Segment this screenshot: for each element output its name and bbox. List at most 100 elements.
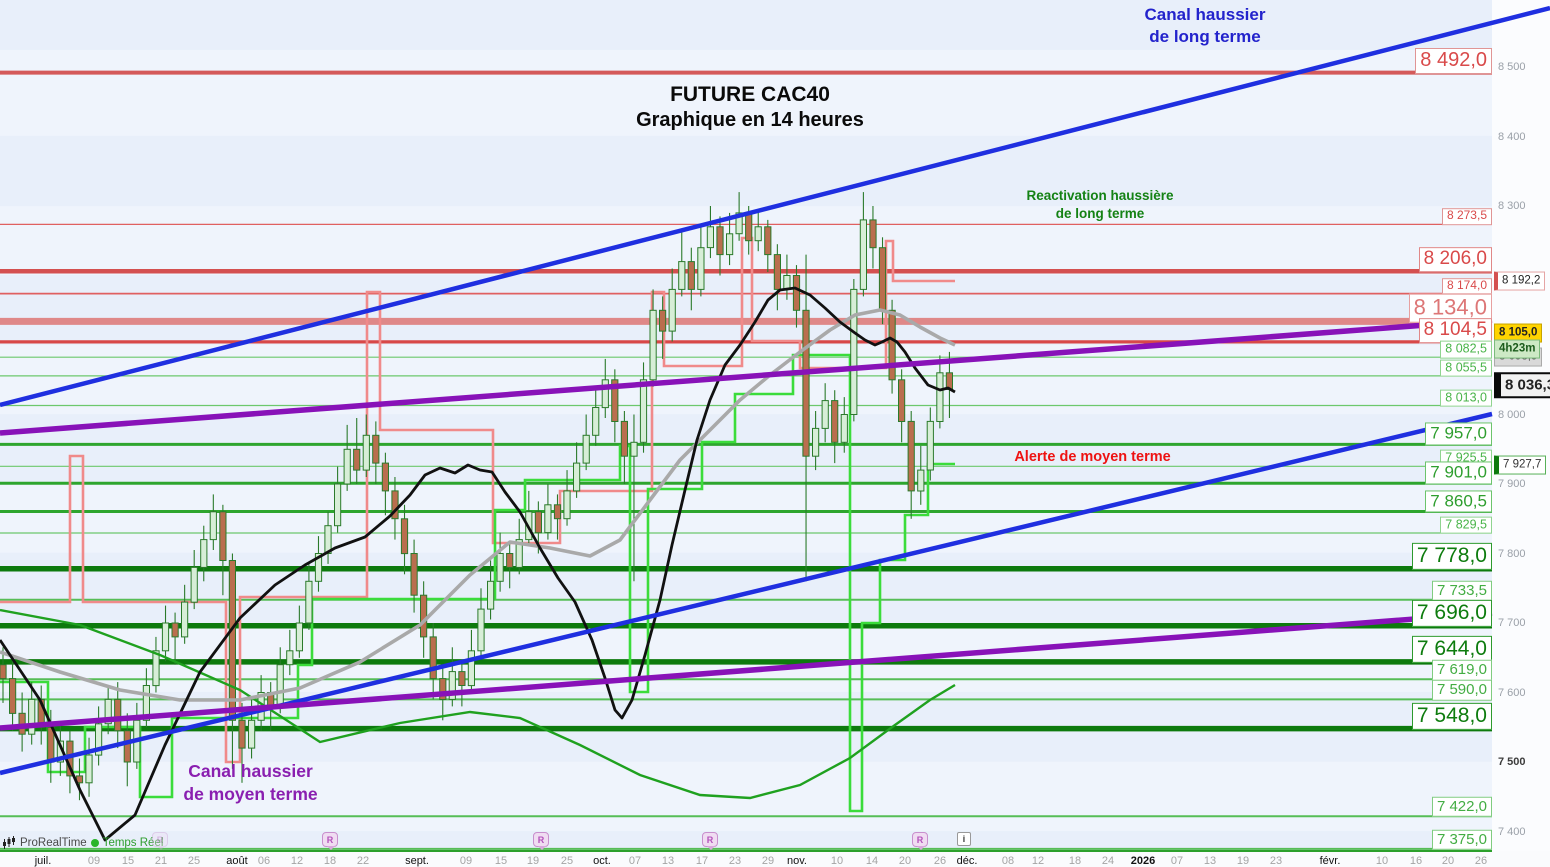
candlestick: [773, 244, 781, 311]
level-label-7422[interactable]: 7 422,0: [1431, 796, 1492, 818]
candlestick: [219, 504, 227, 596]
rollover-badge[interactable]: R: [152, 832, 168, 850]
candlestick: [764, 219, 772, 272]
level-label-8055.5[interactable]: 8 055,5: [1440, 359, 1492, 377]
level-label-8134[interactable]: 8 134,0: [1408, 294, 1492, 323]
candlestick: [305, 563, 313, 630]
level-label-7696[interactable]: 7 696,0: [1411, 599, 1492, 627]
x-axis-tick-19-13: 19: [526, 855, 540, 867]
badge-pointer: [538, 846, 546, 850]
level-label-7957[interactable]: 7 957,0: [1425, 422, 1492, 446]
salmon-trail-value[interactable]: 8 192,2: [1494, 271, 1546, 291]
candlestick: [123, 713, 131, 787]
candlestick: [840, 397, 848, 453]
annotation-reactivation-haussiere: Reactivation haussière de long terme: [955, 187, 1245, 222]
candlestick: [802, 254, 810, 582]
feed-status: Temps Réel: [102, 837, 164, 849]
x-axis-tick-oct.-15: oct.: [593, 855, 611, 867]
rollover-badge[interactable]: R: [322, 832, 338, 850]
x-axis-tick-06-6: 06: [257, 855, 271, 867]
candlestick: [104, 685, 112, 735]
time-axis-strip[interactable]: [0, 851, 1550, 867]
annotation-text: de moyen terme: [183, 783, 318, 804]
level-label-7829.5[interactable]: 7 829,5: [1440, 516, 1492, 534]
candlestick: [133, 702, 141, 769]
instrument-name: FUTURE CAC40: [670, 83, 830, 106]
annotation-text: de long terme: [1055, 205, 1145, 221]
y-axis-tick-7800: 7 800: [1498, 547, 1526, 560]
level-label-7375[interactable]: 7 375,0: [1431, 829, 1492, 850]
candlestick: [458, 661, 466, 707]
candlestick: [831, 390, 839, 464]
candlestick: [716, 216, 724, 276]
channel-line-long-term-upper[interactable]: [0, 5, 1550, 408]
x-axis-tick-26-25: 26: [933, 855, 947, 867]
rollover-badge[interactable]: R: [702, 832, 718, 850]
candlestick: [544, 484, 552, 540]
level-label-7733.5[interactable]: 7 733,5: [1431, 580, 1492, 601]
channel-line-long-term-lower[interactable]: [0, 411, 1493, 776]
x-axis-tick-07-16: 07: [628, 855, 642, 867]
candlestick: [295, 605, 303, 658]
rollover-badge[interactable]: R: [912, 832, 928, 850]
x-axis-tick-18-29: 18: [1068, 855, 1082, 867]
y-axis-tick-8500: 8 500: [1498, 61, 1526, 73]
level-label-8174[interactable]: 8 174,0: [1441, 277, 1492, 295]
candlestick: [334, 466, 342, 533]
level-label-8492[interactable]: 8 492,0: [1415, 47, 1492, 74]
level-label-8082.5[interactable]: 8 082,5: [1440, 340, 1492, 359]
level-label-8273.5[interactable]: 8 273,5: [1441, 208, 1492, 226]
channel-line-medium-term-upper[interactable]: [0, 317, 1493, 436]
candlestick: [697, 226, 705, 297]
badge-pointer: [707, 846, 715, 850]
candlestick: [754, 209, 762, 252]
candlestick: [563, 470, 571, 526]
candlestick: [152, 636, 160, 693]
candlestick: [381, 452, 389, 516]
x-axis-tick-10-22: 10: [830, 855, 844, 867]
candlestick: [496, 532, 504, 592]
y-axis-tick-7900: 7 900: [1498, 478, 1526, 490]
candlestick: [9, 661, 17, 731]
level-label-8104.5[interactable]: 8 104,5: [1418, 318, 1492, 343]
x-axis-tick-15-12: 15: [494, 855, 508, 867]
candlestick: [687, 247, 695, 311]
last-price[interactable]: 8 036,3: [1494, 372, 1550, 398]
candlestick: [898, 369, 906, 443]
level-label-7548[interactable]: 7 548,0: [1411, 702, 1492, 730]
level-label-7778[interactable]: 7 778,0: [1411, 542, 1492, 570]
channel-line-medium-term-lower[interactable]: [0, 610, 1493, 731]
level-label-8206[interactable]: 8 206,0: [1418, 247, 1492, 273]
candlestick: [400, 504, 409, 575]
candlestick: [907, 411, 915, 519]
candlestick: [161, 605, 170, 662]
green-trail-value[interactable]: 7 927,7: [1494, 455, 1547, 475]
y-axis-tick-7700: 7 700: [1498, 617, 1526, 629]
price-axis-strip[interactable]: [1492, 0, 1550, 851]
x-axis-tick-20-39: 20: [1441, 855, 1455, 867]
x-axis-tick-2026-31: 2026: [1130, 855, 1156, 867]
candlestick: [114, 682, 122, 749]
annotation-alerte-moyen-terme: Alerte de moyen terme: [950, 448, 1235, 467]
level-label-7619[interactable]: 7 619,0: [1431, 660, 1492, 681]
candlestick: [410, 539, 418, 613]
level-label-7901[interactable]: 7 901,0: [1425, 461, 1492, 485]
x-axis-tick-21-3: 21: [154, 855, 168, 867]
candlestick: [639, 362, 648, 453]
platform-watermark: ProRealTime Temps Réel: [2, 836, 163, 850]
level-label-7644[interactable]: 7 644,0: [1411, 635, 1492, 663]
chart-title: FUTURE CAC40 Graphique en 14 heures: [540, 82, 960, 133]
info-badge[interactable]: i: [957, 832, 971, 846]
level-label-7860.5[interactable]: 7 860,5: [1425, 489, 1492, 513]
rollover-badge[interactable]: R: [533, 832, 549, 850]
level-label-8013[interactable]: 8 013,0: [1440, 389, 1492, 407]
candlestick: [678, 230, 686, 297]
candle-countdown[interactable]: 4h23m: [1494, 339, 1541, 359]
candlestick: [936, 355, 944, 429]
level-label-7590[interactable]: 7 590,0: [1431, 680, 1492, 701]
candlestick: [95, 706, 103, 766]
x-axis-tick-juil.-0: juil.: [34, 855, 52, 867]
x-axis-tick-août-5: août: [226, 855, 248, 867]
candlestick: [525, 490, 533, 547]
